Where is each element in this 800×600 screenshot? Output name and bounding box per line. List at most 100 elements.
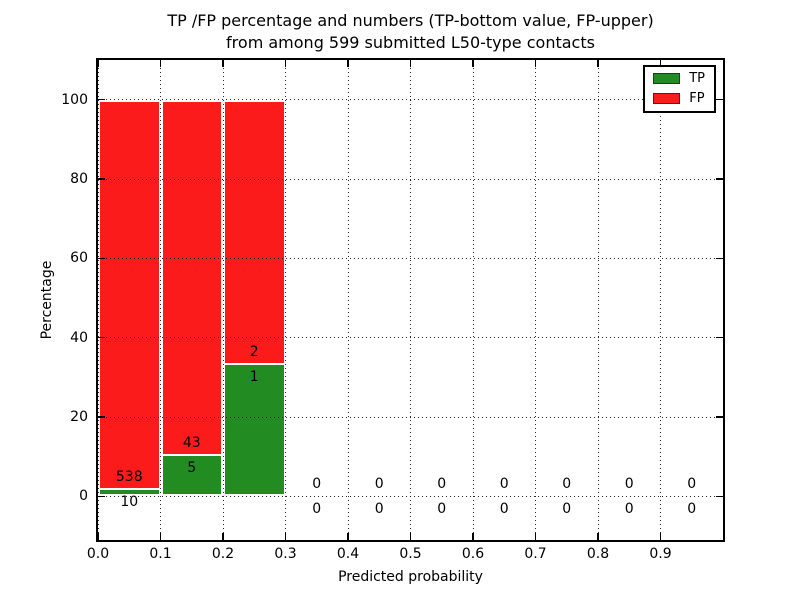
legend-label: TP bbox=[689, 71, 705, 86]
x-axis-label: Predicted probability bbox=[338, 569, 483, 585]
legend-swatch-tp bbox=[653, 73, 681, 84]
x-tick-top bbox=[409, 60, 412, 67]
x-tick-bottom bbox=[347, 533, 349, 540]
y-tick-left bbox=[98, 416, 105, 418]
chart-title: TP /FP percentage and numbers (TP-bottom… bbox=[96, 10, 725, 54]
x-tick-label: 0.5 bbox=[399, 546, 422, 562]
fp-bar-segment bbox=[160, 99, 223, 456]
tp-count-label: 1 bbox=[249, 369, 259, 386]
gridline-horizontal bbox=[98, 99, 723, 101]
x-tick-top bbox=[222, 60, 224, 67]
gridline-vertical bbox=[410, 60, 411, 540]
y-tick-label: 0 bbox=[79, 488, 88, 505]
y-tick-right bbox=[716, 98, 723, 101]
x-tick-bottom bbox=[534, 533, 537, 540]
fp-bar-segment bbox=[98, 99, 161, 490]
y-tick-label: 60 bbox=[70, 250, 88, 267]
gridline-horizontal bbox=[98, 178, 723, 180]
plot-area: 538 10 43 5 2 1 0 0 0 0 0 0 0 0 0 0 0 0 0 0 TP FP bbox=[96, 58, 725, 542]
legend: TP FP bbox=[643, 65, 716, 113]
gridline-vertical bbox=[347, 60, 349, 540]
gridline-vertical bbox=[660, 60, 661, 540]
gridline-vertical bbox=[97, 60, 99, 540]
fp-count-label: 0 bbox=[437, 476, 447, 493]
chart-title-line2: from among 599 submitted L50-type contac… bbox=[226, 33, 595, 52]
tp-count-label: 10 bbox=[120, 494, 139, 511]
fp-count-label: 0 bbox=[562, 476, 572, 493]
x-tick-top bbox=[97, 60, 99, 67]
tp-count-label: 0 bbox=[562, 501, 572, 518]
x-tick-label: 0.9 bbox=[649, 546, 672, 562]
gridline-horizontal bbox=[98, 416, 723, 418]
x-tick-label: 0.0 bbox=[86, 546, 110, 562]
y-tick-label: 100 bbox=[61, 91, 88, 108]
x-tick-label: 0.1 bbox=[149, 546, 172, 562]
tick-layer bbox=[97, 60, 723, 540]
y-tick-left bbox=[98, 98, 105, 101]
x-tick-bottom bbox=[222, 533, 224, 540]
tp-bar-segment bbox=[98, 489, 161, 497]
y-tick-label: 80 bbox=[70, 171, 88, 187]
x-tick-top bbox=[347, 60, 349, 67]
fp-bar-segment bbox=[223, 99, 286, 365]
chart-title-line1: TP /FP percentage and numbers (TP-bottom… bbox=[167, 11, 654, 30]
x-tick-bottom bbox=[597, 533, 599, 540]
fp-count-label: 0 bbox=[687, 476, 697, 493]
gridline-vertical bbox=[472, 60, 474, 540]
grid-layer bbox=[97, 60, 723, 540]
legend-row: FP bbox=[653, 92, 705, 105]
fp-count-label: 0 bbox=[312, 476, 322, 493]
gridline-vertical bbox=[535, 60, 536, 540]
gridline-vertical bbox=[160, 60, 161, 540]
tp-bar-segment bbox=[160, 455, 223, 497]
fp-count-label: 43 bbox=[182, 435, 201, 452]
tp-count-label: 5 bbox=[187, 460, 197, 477]
gridline-vertical bbox=[597, 60, 599, 540]
y-tick-right bbox=[716, 495, 723, 498]
x-tick-bottom bbox=[284, 533, 287, 540]
y-tick-label: 20 bbox=[70, 409, 88, 426]
x-tick-bottom bbox=[409, 533, 412, 540]
gridline-horizontal bbox=[98, 257, 723, 259]
y-axis-label: Percentage bbox=[39, 260, 55, 340]
x-tick-label: 0.4 bbox=[336, 546, 360, 562]
x-tick-label: 0.6 bbox=[461, 546, 485, 562]
x-tick-top bbox=[534, 60, 537, 67]
legend-row: TP bbox=[653, 72, 705, 85]
fp-count-label: 2 bbox=[249, 344, 259, 361]
tp-count-label: 0 bbox=[624, 501, 634, 518]
y-tick-left bbox=[98, 336, 105, 339]
annotation-layer: 538 10 43 5 2 1 0 0 0 0 0 0 0 0 0 0 0 0 0 0 bbox=[98, 60, 723, 540]
y-tick-label: 40 bbox=[70, 329, 88, 346]
gridline-horizontal bbox=[98, 337, 723, 339]
bars-layer bbox=[98, 60, 723, 540]
tp-bar-segment bbox=[223, 364, 286, 497]
legend-swatch-fp bbox=[653, 93, 681, 104]
x-tick-top bbox=[597, 60, 599, 67]
y-tick-left bbox=[98, 178, 105, 180]
y-tick-right bbox=[716, 257, 723, 260]
fp-count-label: 538 bbox=[115, 469, 143, 486]
gridline-vertical bbox=[285, 60, 286, 540]
gridline-horizontal bbox=[98, 495, 723, 497]
tp-count-label: 0 bbox=[687, 501, 697, 518]
x-tick-top bbox=[284, 60, 287, 67]
legend-label: FP bbox=[689, 91, 705, 106]
x-tick-top bbox=[472, 60, 474, 67]
x-tick-label: 0.3 bbox=[274, 546, 297, 562]
fp-count-label: 0 bbox=[624, 476, 634, 493]
fp-count-label: 0 bbox=[374, 476, 384, 493]
y-tick-right bbox=[716, 416, 723, 418]
x-tick-bottom bbox=[97, 533, 99, 540]
tp-count-label: 0 bbox=[374, 501, 384, 518]
fp-count-label: 0 bbox=[499, 476, 509, 493]
x-tick-label: 0.8 bbox=[586, 546, 610, 562]
y-tick-right bbox=[716, 178, 723, 180]
x-tick-top bbox=[159, 60, 162, 67]
y-tick-left bbox=[98, 257, 105, 260]
x-tick-bottom bbox=[659, 533, 662, 540]
x-tick-label: 0.7 bbox=[524, 546, 547, 562]
tp-count-label: 0 bbox=[437, 501, 447, 518]
x-tick-label: 0.2 bbox=[211, 546, 235, 562]
